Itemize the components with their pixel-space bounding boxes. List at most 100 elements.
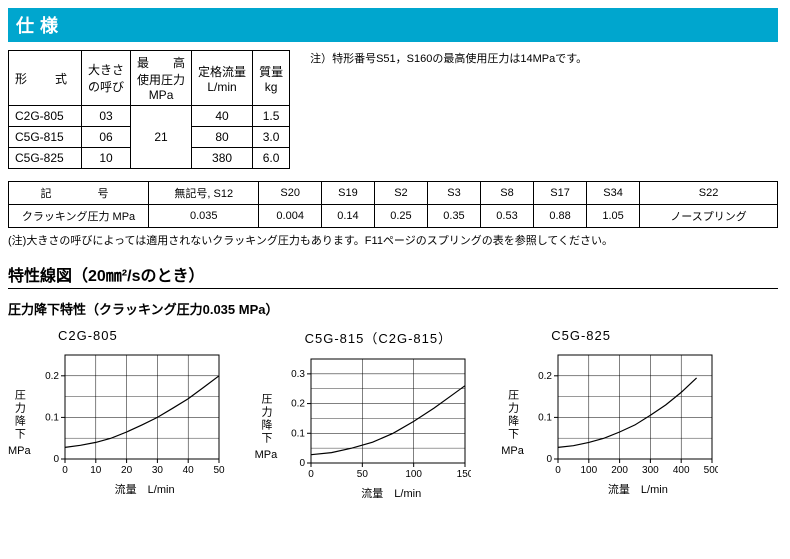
svg-text:400: 400: [673, 465, 690, 476]
cell-val: ノースプリング: [640, 205, 778, 228]
chart-area: 圧力降下 MPa 0 0.1 0.2 0 10 20 30 40 50 流量 L/min: [8, 349, 225, 497]
cell-code: S8: [481, 182, 534, 205]
chart-area: 圧力降下 MPa 0 0.1 0.2 0 100 200 300 400 500 流量 L/min: [501, 349, 718, 497]
chart-title: C2G-805: [58, 328, 225, 343]
row-label: クラッキング圧力 MPa: [9, 205, 149, 228]
svg-text:20: 20: [121, 465, 133, 476]
svg-text:200: 200: [611, 465, 628, 476]
svg-text:500: 500: [704, 465, 718, 476]
cell-code: S34: [587, 182, 640, 205]
ylabel-text: 圧力降下: [258, 393, 274, 445]
svg-text:100: 100: [580, 465, 597, 476]
cell-code: S20: [259, 182, 321, 205]
svg-text:100: 100: [406, 469, 423, 480]
chart-svg: 00.10.20.3050100150: [281, 353, 471, 483]
svg-text:0: 0: [300, 458, 306, 469]
cell-flow: 80: [192, 127, 253, 148]
cell-pressure: 21: [131, 106, 192, 169]
chart-subtitle: 圧力降下特性（クラッキング圧力0.035 MPa）: [8, 299, 782, 318]
cell-val: 1.05: [587, 205, 640, 228]
table-row: 記 号 無記号, S12 S20 S19 S2 S3 S8 S17 S34 S2…: [9, 182, 778, 205]
note-topright: 注）特形番号S51，S160の最高使用圧力は14MPaです。: [310, 50, 587, 169]
cell-mass: 6.0: [253, 148, 290, 169]
th-pressure: 最 高 使用圧力 MPa: [131, 51, 192, 106]
svg-text:0.2: 0.2: [538, 371, 552, 382]
cell-size: 06: [82, 127, 131, 148]
cell-val: 0.035: [149, 205, 259, 228]
cell-code: S19: [321, 182, 374, 205]
th-model: 形 式: [9, 51, 82, 106]
chart-area: 圧力降下MPa00.10.20.3050100150流量 L/min: [255, 353, 472, 501]
chart-title: C5G-815（C2G-815）: [305, 328, 472, 347]
cell-model: C2G-805: [9, 106, 82, 127]
chart-ylabel: 圧力降下 MPa: [501, 349, 524, 497]
svg-text:30: 30: [151, 465, 163, 476]
cracking-table: 記 号 無記号, S12 S20 S19 S2 S3 S8 S17 S34 S2…: [8, 181, 778, 228]
svg-text:10: 10: [90, 465, 102, 476]
cell-val: 0.14: [321, 205, 374, 228]
cell-val: 0.53: [481, 205, 534, 228]
chart-svg: 0 0.1 0.2 0 10 20 30 40 50: [35, 349, 225, 479]
svg-text:0.2: 0.2: [291, 399, 305, 410]
cell-flow: 380: [192, 148, 253, 169]
cell-code: 無記号, S12: [149, 182, 259, 205]
svg-text:0.2: 0.2: [45, 371, 59, 382]
chart-title: C5G-825: [551, 328, 718, 343]
chart-block: C2G-805 圧力降下 MPa 0 0.1 0.2 0 10 20 30 40 50 流量 L/min: [8, 328, 225, 501]
svg-text:40: 40: [182, 465, 194, 476]
svg-text:0.1: 0.1: [45, 412, 59, 423]
cell-flow: 40: [192, 106, 253, 127]
chart-block: C5G-815（C2G-815）圧力降下MPa00.10.20.30501001…: [255, 328, 472, 501]
cell-val: 0.004: [259, 205, 321, 228]
cell-model: C5G-815: [9, 127, 82, 148]
cell-code: S2: [374, 182, 427, 205]
chart-xlabel: 流量 L/min: [558, 481, 718, 497]
cell-size: 03: [82, 106, 131, 127]
ylabel-unit: MPa: [501, 445, 524, 457]
cell-mass: 1.5: [253, 106, 290, 127]
row-table-note: 形 式 大きさ の呼び 最 高 使用圧力 MPa 定格流量 L/min 質量 k…: [8, 50, 782, 169]
th-mass: 質量 kg: [253, 51, 290, 106]
svg-text:0.1: 0.1: [291, 428, 305, 439]
chart-ylabel: 圧力降下 MPa: [8, 349, 31, 497]
chart-svg: 0 0.1 0.2 0 100 200 300 400 500: [528, 349, 718, 479]
svg-text:0: 0: [546, 454, 552, 465]
chart-block: C5G-825 圧力降下 MPa 0 0.1 0.2 0 100 200 300 400 500 流量 …: [501, 328, 718, 501]
cell-val: 0.88: [534, 205, 587, 228]
chart-svg-wrap: 00.10.20.3050100150: [281, 353, 471, 483]
svg-text:0.1: 0.1: [538, 412, 552, 423]
svg-text:0: 0: [53, 454, 59, 465]
cell-code: S3: [427, 182, 480, 205]
section-header: 仕様: [8, 8, 778, 42]
row-label: 記 号: [9, 182, 149, 205]
chart-xlabel: 流量 L/min: [65, 481, 225, 497]
svg-text:150: 150: [457, 469, 471, 480]
chart-svg-wrap: 0 0.1 0.2 0 10 20 30 40 50: [35, 349, 225, 479]
svg-text:50: 50: [213, 465, 225, 476]
ylabel-text: 圧力降下: [505, 389, 521, 441]
svg-text:300: 300: [642, 465, 659, 476]
svg-text:0: 0: [555, 465, 561, 476]
ylabel-text: 圧力降下: [11, 389, 27, 441]
charts-row: C2G-805 圧力降下 MPa 0 0.1 0.2 0 10 20 30 40 50 流量 L/min…: [8, 328, 782, 501]
th-model-text: 形 式: [15, 72, 75, 86]
note-below-table2: (注)大きさの呼びによっては適用されないクラッキング圧力もあります。F11ページ…: [8, 232, 782, 248]
th-flow: 定格流量 L/min: [192, 51, 253, 106]
table-row: C2G-805 03 21 40 1.5: [9, 106, 290, 127]
spec-table: 形 式 大きさ の呼び 最 高 使用圧力 MPa 定格流量 L/min 質量 k…: [8, 50, 290, 169]
table-row: クラッキング圧力 MPa 0.035 0.004 0.14 0.25 0.35 …: [9, 205, 778, 228]
svg-text:0: 0: [308, 469, 314, 480]
cell-code: S17: [534, 182, 587, 205]
cell-size: 10: [82, 148, 131, 169]
chart-section-title: 特性線図（20㎜²/sのとき）: [8, 262, 778, 289]
cell-val: 0.25: [374, 205, 427, 228]
chart-xlabel: 流量 L/min: [311, 485, 471, 501]
ylabel-unit: MPa: [8, 445, 31, 457]
svg-text:0: 0: [62, 465, 68, 476]
chart-ylabel: 圧力降下MPa: [255, 353, 278, 501]
svg-text:0.3: 0.3: [291, 369, 305, 380]
cell-val: 0.35: [427, 205, 480, 228]
cell-code: S22: [640, 182, 778, 205]
th-size: 大きさ の呼び: [82, 51, 131, 106]
chart-svg-wrap: 0 0.1 0.2 0 100 200 300 400 500: [528, 349, 718, 479]
